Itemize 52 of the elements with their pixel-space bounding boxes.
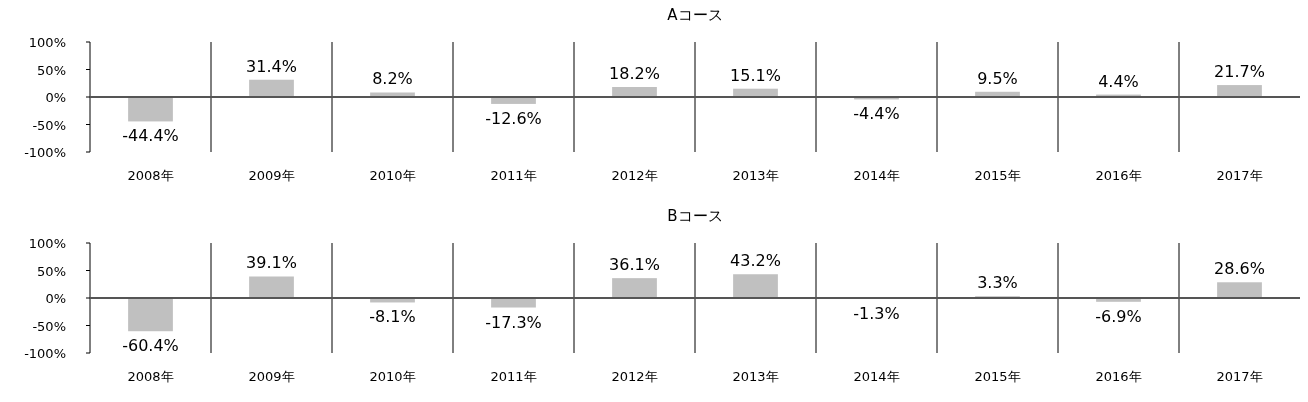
x-tick-label: 2013年	[732, 168, 779, 183]
data-label: -4.4%	[853, 104, 900, 124]
data-label: 21.7%	[1214, 62, 1265, 82]
x-tick-label: 2011年	[490, 369, 537, 384]
data-label: 8.2%	[372, 69, 413, 89]
data-label: 3.3%	[977, 273, 1018, 293]
x-tick-label: 2012年	[611, 168, 658, 183]
data-label: 36.1%	[609, 255, 660, 275]
x-tick-label: 2009年	[248, 168, 295, 183]
chart-title: Aコース	[667, 6, 723, 24]
data-label: 4.4%	[1098, 71, 1139, 91]
y-tick-label: 0%	[45, 291, 66, 306]
x-tick-label: 2015年	[974, 369, 1021, 384]
data-label: -8.1%	[369, 307, 416, 327]
data-label: 31.4%	[246, 56, 297, 76]
data-label: -60.4%	[122, 336, 179, 356]
x-tick-label: 2012年	[611, 369, 658, 384]
chart-title: Bコース	[667, 207, 723, 225]
x-tick-label: 2011年	[490, 168, 537, 183]
y-tick-label: 0%	[45, 90, 66, 105]
y-tick-label: -50%	[32, 117, 66, 133]
data-label: 18.2%	[609, 63, 660, 83]
x-tick-label: 2016年	[1095, 369, 1142, 384]
x-tick-label: 2017年	[1216, 369, 1263, 384]
data-label: -12.6%	[485, 108, 542, 128]
x-tick-label: 2008年	[127, 369, 174, 384]
y-tick-label: 50%	[37, 62, 66, 78]
x-tick-label: 2009年	[248, 369, 295, 384]
y-tick-label: -100%	[24, 346, 66, 361]
y-tick-label: 50%	[37, 263, 66, 279]
data-label: 43.2%	[730, 251, 781, 271]
data-label: -1.3%	[853, 303, 900, 323]
y-tick-label: 100%	[28, 35, 66, 50]
x-tick-label: 2008年	[127, 168, 174, 183]
x-tick-label: 2017年	[1216, 168, 1263, 183]
data-label: 9.5%	[977, 68, 1018, 88]
y-tick-label: 100%	[28, 236, 66, 251]
x-tick-label: 2015年	[974, 168, 1021, 183]
data-label: -44.4%	[122, 126, 179, 146]
x-tick-label: 2013年	[732, 369, 779, 384]
data-label: 28.6%	[1214, 259, 1265, 279]
x-tick-label: 2014年	[853, 168, 900, 183]
data-label: -6.9%	[1095, 306, 1142, 326]
x-tick-label: 2016年	[1095, 168, 1142, 183]
x-tick-label: 2014年	[853, 369, 900, 384]
data-label: -17.3%	[485, 312, 542, 332]
y-tick-label: -50%	[32, 318, 66, 334]
data-label: 39.1%	[246, 253, 297, 273]
y-tick-label: -100%	[24, 145, 66, 160]
x-tick-label: 2010年	[369, 369, 416, 384]
data-label: 15.1%	[730, 65, 781, 85]
x-tick-label: 2010年	[369, 168, 416, 183]
